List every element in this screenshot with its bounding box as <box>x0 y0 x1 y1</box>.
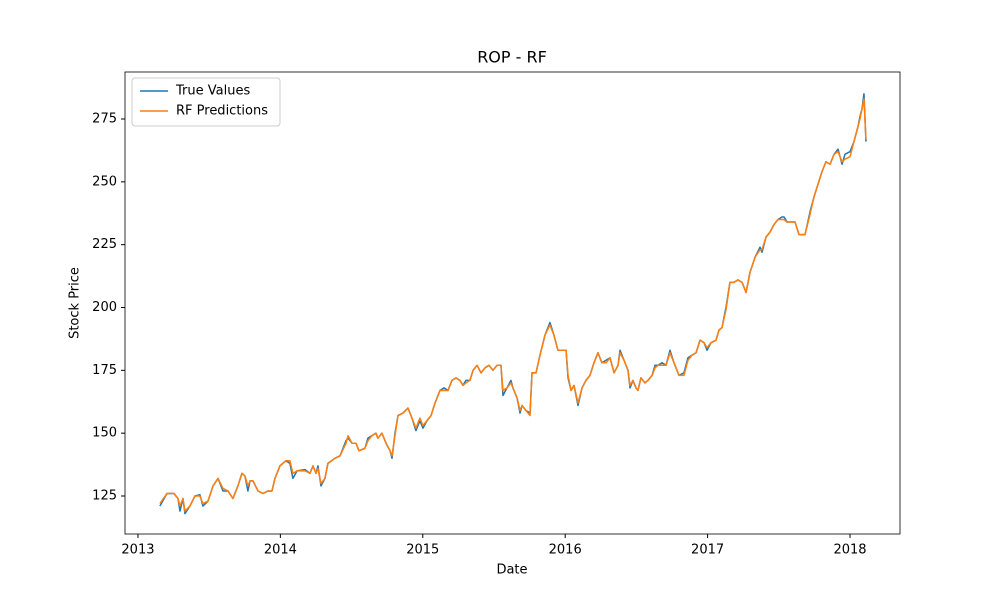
chart-title: ROP - RF <box>477 48 547 67</box>
x-tick-label: 2014 <box>264 543 297 558</box>
x-tick-label: 2016 <box>549 543 582 558</box>
x-tick-label: 2015 <box>406 543 439 558</box>
x-axis-label: Date <box>496 563 527 578</box>
x-tick-label: 2013 <box>121 543 154 558</box>
y-tick-label: 150 <box>92 426 117 441</box>
y-axis-label: Stock Price <box>68 267 83 339</box>
y-tick-label: 125 <box>92 488 117 503</box>
y-tick-label: 225 <box>92 237 117 252</box>
legend-box <box>131 77 281 127</box>
x-tick-label: 2017 <box>691 543 724 558</box>
plot-frame <box>124 71 901 535</box>
y-tick-label: 175 <box>92 363 117 378</box>
y-tick-label: 250 <box>92 174 117 189</box>
legend-label: True Values <box>175 84 250 99</box>
y-tick-label: 275 <box>92 111 117 126</box>
x-tick-label: 2018 <box>833 543 866 558</box>
legend-label: RF Predictions <box>176 104 268 119</box>
series-line <box>159 98 867 512</box>
y-tick-label: 200 <box>92 300 117 315</box>
